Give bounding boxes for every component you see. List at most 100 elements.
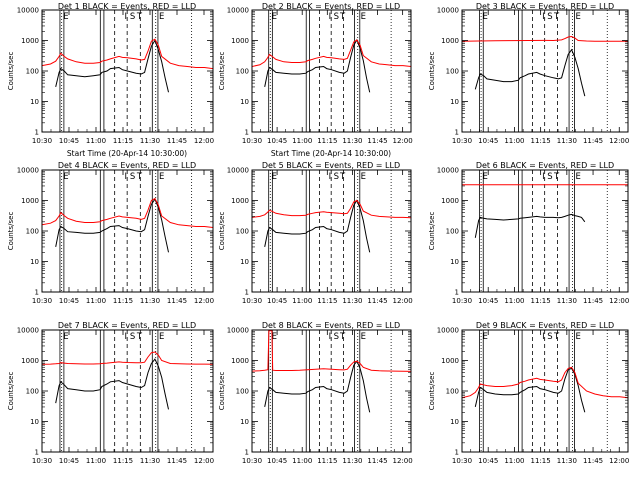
y-tick-label: 1000 xyxy=(21,197,39,205)
x-tick-label: 11:15 xyxy=(113,457,133,465)
x-tick-label: 11:30 xyxy=(342,297,362,305)
y-tick-label: 10 xyxy=(240,258,249,266)
interval-marker-label: T xyxy=(339,172,346,182)
interval-marker-label: S xyxy=(130,12,135,22)
x-tick-label: 11:15 xyxy=(317,297,337,305)
y-tick-label: 10000 xyxy=(437,327,459,335)
x-tick-label: 11:15 xyxy=(531,297,551,305)
y-tick-label: 100 xyxy=(446,388,459,396)
y-tick-label: 10 xyxy=(30,258,39,266)
x-tick-label: 10:45 xyxy=(267,137,287,145)
y-axis-label: Counts/sec xyxy=(7,212,15,251)
interval-marker-label: E xyxy=(63,12,68,22)
x-tick-label: 10:45 xyxy=(59,297,79,305)
y-axis-label: Counts/sec xyxy=(218,52,226,91)
y-tick-label: 1 xyxy=(35,289,39,297)
interval-marker-label: E xyxy=(63,332,68,342)
panel-det-9: Det 9 BLACK = Events, RED = LLD Counts/s… xyxy=(428,321,629,465)
y-tick-label: 1 xyxy=(245,449,249,457)
interval-marker-label: I xyxy=(542,332,545,342)
panel-det-4: Det 4 BLACK = Events, RED = LLD Counts/s… xyxy=(7,161,214,305)
interval-marker-label: S xyxy=(334,172,339,182)
x-axis-label: Start Time (20-Apr-14 10:30:00) xyxy=(271,149,391,158)
x-tick-label: 11:15 xyxy=(317,457,337,465)
x-tick-label: 11:15 xyxy=(531,457,551,465)
lld-series-line xyxy=(252,39,411,67)
panel-title: Det 4 BLACK = Events, RED = LLD xyxy=(58,161,196,170)
y-tick-label: 10000 xyxy=(17,167,39,175)
y-tick-label: 100 xyxy=(26,228,39,236)
y-tick-label: 100 xyxy=(236,228,249,236)
x-tick-label: 10:30 xyxy=(32,457,52,465)
y-tick-label: 10 xyxy=(450,418,459,426)
x-tick-label: 11:45 xyxy=(367,297,387,305)
interval-marker-label: T xyxy=(339,12,346,22)
x-tick-label: 12:00 xyxy=(194,297,214,305)
x-tick-label: 12:00 xyxy=(393,457,413,465)
x-tick-label: 11:00 xyxy=(292,457,312,465)
x-tick-label: 10:30 xyxy=(242,137,262,145)
x-tick-label: 11:00 xyxy=(86,137,106,145)
y-tick-label: 1 xyxy=(35,129,39,137)
interval-marker-label: E xyxy=(361,172,366,182)
x-tick-label: 10:30 xyxy=(242,297,262,305)
lld-series-line xyxy=(42,197,213,228)
x-tick-label: 11:00 xyxy=(86,457,106,465)
interval-marker-label: T xyxy=(136,172,143,182)
lld-series-line xyxy=(462,366,628,399)
x-tick-label: 10:30 xyxy=(452,137,472,145)
y-tick-label: 1 xyxy=(245,289,249,297)
panel-title: Det 3 BLACK = Events, RED = LLD xyxy=(476,2,614,11)
interval-marker-label: E xyxy=(361,332,366,342)
y-axis-label: Counts/sec xyxy=(428,212,436,251)
y-tick-label: 10 xyxy=(30,418,39,426)
y-tick-label: 1000 xyxy=(441,357,459,365)
interval-marker-label: E xyxy=(361,12,366,22)
interval-marker-label: E xyxy=(576,12,581,22)
x-tick-label: 11:30 xyxy=(342,457,362,465)
y-tick-label: 1000 xyxy=(441,197,459,205)
interval-marker-label: E xyxy=(576,332,581,342)
x-tick-label: 10:30 xyxy=(32,137,52,145)
panel-det-2: Det 2 BLACK = Events, RED = LLD Start Ti… xyxy=(218,2,413,158)
x-tick-label: 10:30 xyxy=(32,297,52,305)
y-tick-label: 1 xyxy=(245,129,249,137)
interval-marker-label: T xyxy=(553,172,560,182)
y-axis-label: Counts/sec xyxy=(7,372,15,411)
interval-marker-label: T xyxy=(136,332,143,342)
x-tick-label: 10:30 xyxy=(452,297,472,305)
panel-det-1: Det 1 BLACK = Events, RED = LLD Start Ti… xyxy=(7,2,214,158)
events-series-line xyxy=(55,39,169,93)
interval-marker-label: S xyxy=(547,12,552,22)
interval-marker-label: I xyxy=(329,332,332,342)
x-tick-label: 10:45 xyxy=(267,297,287,305)
interval-marker-label: E xyxy=(63,172,68,182)
interval-marker-label: I xyxy=(125,12,128,22)
x-tick-label: 11:00 xyxy=(292,297,312,305)
x-tick-label: 11:45 xyxy=(167,297,187,305)
interval-marker-label: I xyxy=(125,172,128,182)
interval-marker-label: I xyxy=(542,172,545,182)
y-axis-label: Counts/sec xyxy=(428,372,436,411)
lld-series-line xyxy=(252,199,411,219)
y-tick-label: 1000 xyxy=(441,37,459,45)
interval-marker-label: E xyxy=(576,172,581,182)
interval-marker-label: S xyxy=(547,172,552,182)
lld-series-line xyxy=(462,35,628,42)
x-tick-label: 12:00 xyxy=(194,457,214,465)
y-tick-label: 10000 xyxy=(227,167,249,175)
panel-det-5: Det 5 BLACK = Events, RED = LLD Counts/s… xyxy=(218,161,413,305)
interval-marker-label: T xyxy=(339,332,346,342)
y-tick-label: 1000 xyxy=(21,357,39,365)
y-tick-label: 1 xyxy=(455,449,459,457)
x-tick-label: 11:00 xyxy=(504,457,524,465)
lld-series-line xyxy=(252,330,411,372)
x-tick-label: 10:45 xyxy=(478,457,498,465)
x-tick-label: 11:45 xyxy=(583,457,603,465)
x-tick-label: 11:45 xyxy=(367,457,387,465)
interval-marker-label: S xyxy=(130,172,135,182)
y-tick-label: 100 xyxy=(26,388,39,396)
events-series-line xyxy=(474,213,586,238)
interval-marker-label: I xyxy=(125,332,128,342)
panel-det-8: Det 8 BLACK = Events, RED = LLD Counts/s… xyxy=(218,321,413,465)
